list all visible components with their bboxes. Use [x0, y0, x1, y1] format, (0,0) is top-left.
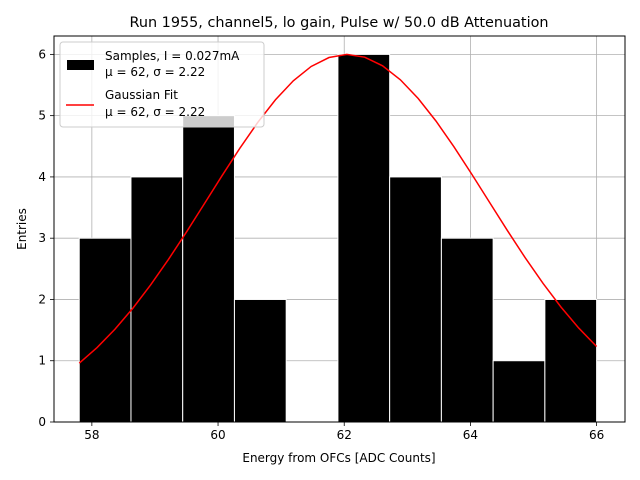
histogram-bar	[78, 237, 132, 423]
x-axis-label: Energy from OFCs [ADC Counts]	[242, 451, 435, 465]
gaussian-fit	[78, 53, 598, 364]
x-axis-ticks: 58 60 62 64 66	[84, 422, 604, 442]
y-tick-label: 2	[38, 292, 46, 306]
histogram-bar	[492, 360, 546, 423]
histogram-bar	[233, 298, 287, 423]
histogram-bar	[182, 115, 235, 423]
legend-samples-label: Samples, I = 0.027mA	[105, 49, 240, 63]
legend-samples-swatch	[67, 60, 94, 70]
gaussian-fit-line	[78, 53, 598, 364]
x-tick-label: 66	[589, 428, 604, 442]
x-tick-label: 64	[463, 428, 478, 442]
chart-title: Run 1955, channel5, lo gain, Pulse w/ 50…	[130, 15, 549, 31]
legend-fit-label: Gaussian Fit	[105, 88, 178, 102]
y-tick-label: 6	[38, 47, 46, 61]
histogram-bar	[544, 298, 598, 423]
y-tick-label: 4	[38, 170, 46, 184]
y-tick-label: 0	[38, 415, 46, 429]
y-axis-label: Entries	[15, 208, 29, 250]
legend: Samples, I = 0.027mA μ = 62, σ = 2.22 Ga…	[59, 41, 265, 128]
x-tick-label: 58	[84, 428, 99, 442]
legend-fit-stats: μ = 62, σ = 2.22	[105, 105, 205, 119]
y-tick-label: 3	[38, 231, 46, 245]
plot-frame	[53, 35, 626, 423]
x-tick-label: 60	[210, 428, 225, 442]
histogram-bar	[440, 237, 494, 423]
y-tick-label: 5	[38, 109, 46, 123]
y-tick-label: 1	[38, 354, 46, 368]
histogram-bar	[337, 53, 391, 423]
legend-samples-stats: μ = 62, σ = 2.22	[105, 65, 205, 79]
legend-box	[59, 41, 265, 128]
x-tick-label: 62	[337, 428, 352, 442]
histogram-bars	[78, 53, 598, 423]
y-axis-ticks: 0 1 2 3 4 5 6	[38, 47, 54, 429]
histogram-bar	[389, 176, 442, 423]
